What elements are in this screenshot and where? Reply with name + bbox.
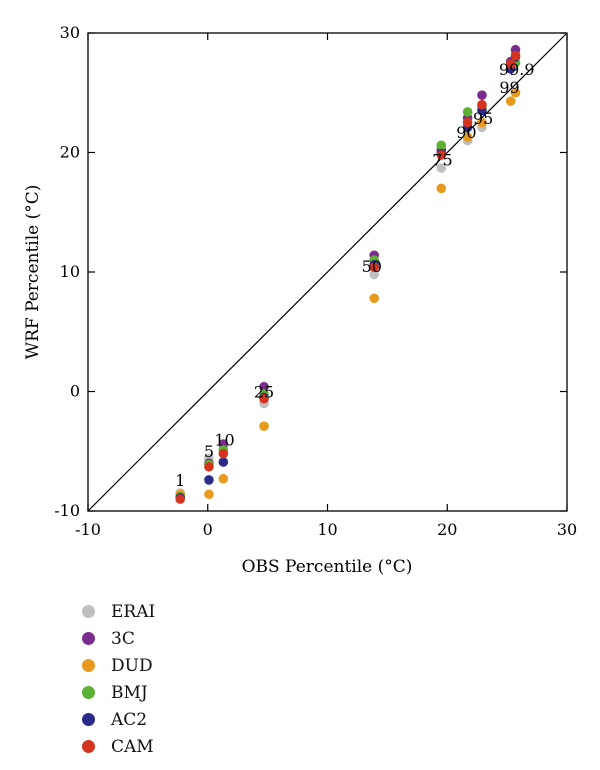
- legend-item-bmj: BMJ: [82, 679, 155, 706]
- percentile-label: 25: [254, 382, 274, 401]
- y-axis-label: WRF Percentile (°C): [23, 185, 43, 360]
- point-dud-3: [259, 421, 269, 431]
- point-cam-1: [204, 461, 214, 472]
- legend: ERAI 3C DUD BMJ AC2 CAM: [82, 598, 155, 760]
- legend-marker: [82, 632, 95, 645]
- point-dud-7: [477, 117, 487, 128]
- x-tick-label: 0: [203, 520, 213, 539]
- legend-item-erai: ERAI: [82, 598, 155, 625]
- legend-marker: [82, 740, 95, 753]
- point-cam-9: [510, 50, 521, 61]
- legend-marker: [82, 659, 95, 672]
- y-tick-label: 10: [60, 262, 80, 281]
- point-dud-2: [218, 473, 229, 484]
- legend-label: BMJ: [111, 682, 148, 703]
- point-erai-5: [436, 163, 447, 173]
- point-ac2-1: [204, 475, 214, 485]
- percentile-label: 1: [175, 471, 185, 490]
- y-tick-label: 30: [60, 23, 80, 42]
- legend-label: ERAI: [111, 601, 156, 622]
- point-dud-6: [462, 132, 473, 142]
- data-points: [175, 44, 521, 504]
- legend-marker: [82, 605, 95, 618]
- percentile-label: 50: [362, 257, 382, 276]
- point-cam-6: [462, 117, 473, 128]
- point-cam-8: [505, 59, 516, 69]
- point-cam-4: [369, 262, 380, 273]
- percentile-label: 99.9: [499, 60, 535, 79]
- y-tick-label: 0: [70, 382, 80, 401]
- point-cam-3: [259, 393, 269, 404]
- point-3c-3: [259, 381, 269, 392]
- percentile-label: 95: [473, 109, 493, 128]
- percentile-label: 10: [214, 430, 234, 449]
- percentile-label: 75: [432, 151, 452, 170]
- point-dud-5: [436, 183, 447, 194]
- percentile-label: 90: [456, 123, 476, 142]
- legend-marker: [82, 713, 95, 726]
- point-dud-4: [369, 293, 380, 304]
- point-3c-7: [477, 90, 487, 100]
- point-dud-8: [505, 96, 516, 106]
- point-cam-2: [218, 448, 229, 459]
- legend-item-cam: CAM: [82, 733, 155, 760]
- x-tick-label: 20: [437, 520, 457, 539]
- point-bmj-5: [436, 140, 447, 151]
- point-cam-7: [477, 99, 487, 110]
- y-tick-label: 20: [60, 143, 80, 162]
- x-tick-label: 30: [557, 520, 577, 539]
- point-dud-1: [204, 489, 214, 500]
- legend-item-ac2: AC2: [82, 706, 155, 733]
- x-tick-label: 10: [317, 520, 337, 539]
- point-dud-9: [510, 87, 521, 98]
- y-tick-label: -10: [54, 501, 80, 520]
- point-ac2-2: [218, 457, 229, 467]
- legend-label: AC2: [111, 709, 148, 730]
- legend-marker: [82, 686, 95, 699]
- point-cam-0: [175, 494, 186, 504]
- point-bmj-6: [462, 107, 473, 117]
- legend-label: CAM: [111, 736, 154, 757]
- point-erai-4: [369, 269, 380, 280]
- legend-item-3c: 3C: [82, 625, 155, 652]
- axis-ticks: -10 0 10 20 30 -10 0 10 20 30: [54, 23, 577, 539]
- point-cam-5: [436, 150, 447, 160]
- one-to-one-line: [87, 32, 568, 512]
- x-axis-label: OBS Percentile (°C): [242, 557, 413, 577]
- legend-item-dud: DUD: [82, 652, 155, 679]
- percentile-label: 99: [499, 78, 519, 97]
- legend-label: 3C: [111, 628, 135, 649]
- percentile-label: 5: [204, 442, 214, 461]
- legend-label: DUD: [111, 655, 153, 676]
- x-tick-label: -10: [75, 520, 101, 539]
